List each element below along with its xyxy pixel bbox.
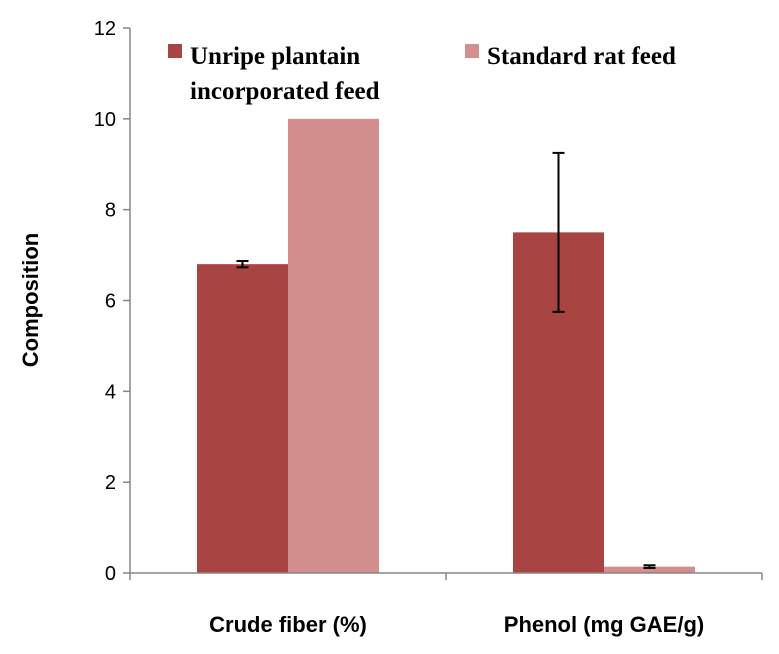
bar-phenol-series-2 <box>604 566 695 573</box>
legend-swatch <box>168 44 182 58</box>
y-tick-labels: 0 2 4 6 8 10 12 <box>94 18 116 585</box>
error-bar-crude-fiber-series-1 <box>236 259 249 269</box>
category-label-phenol: Phenol (mg GAE/g) <box>504 612 704 637</box>
legend-item-2: Standard rat feed <box>465 43 676 70</box>
error-bars <box>236 151 656 570</box>
error-bar-phenol-series-1 <box>552 151 565 313</box>
legend-swatch <box>465 44 479 58</box>
y-axis-label: Composition <box>18 233 43 367</box>
y-tick-label: 8 <box>105 200 116 222</box>
y-tick-label: 6 <box>105 291 116 313</box>
y-tick-label: 12 <box>94 18 116 40</box>
legend: Unripe plantain incorporated feed Standard… <box>168 43 676 105</box>
legend-label-line: Unripe plantain <box>190 43 360 70</box>
category-labels: Crude fiber (%) Phenol (mg GAE/g) <box>209 612 704 637</box>
legend-item-1: Unripe plantain incorporated feed <box>168 43 380 105</box>
y-tick-label: 0 <box>105 563 116 585</box>
y-tick-label: 2 <box>105 472 116 494</box>
y-tick-label: 10 <box>94 109 116 131</box>
category-label-crude-fiber: Crude fiber (%) <box>209 612 367 637</box>
bar-crude-fiber-series-2 <box>288 118 379 573</box>
bars <box>197 118 695 573</box>
bar-crude-fiber-series-1 <box>197 264 288 573</box>
legend-label-line: Standard rat feed <box>487 43 676 70</box>
y-tick-label: 4 <box>105 381 116 403</box>
error-bar-phenol-series-2 <box>643 564 656 570</box>
legend-label-line: incorporated feed <box>190 78 380 105</box>
axes <box>123 27 763 580</box>
